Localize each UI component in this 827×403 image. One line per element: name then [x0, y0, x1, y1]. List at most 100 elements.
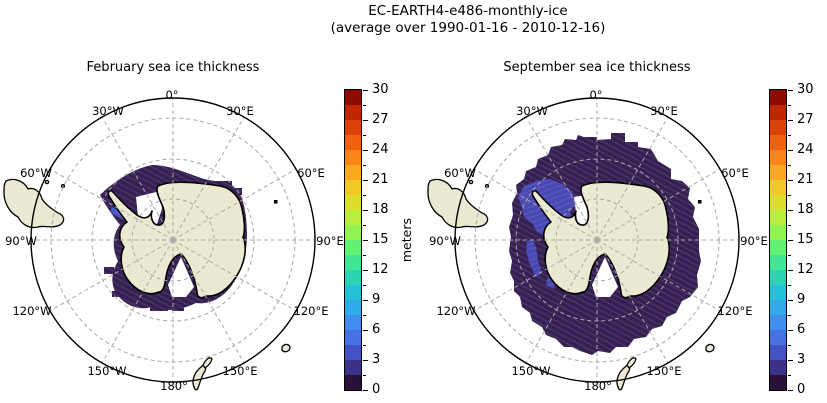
colorbar-minor-tick — [363, 344, 366, 346]
colorbar-unit-label: meters — [399, 217, 414, 263]
colorbar-major-tick — [363, 359, 368, 361]
colorbar-tick-label: 24 — [372, 142, 389, 157]
colorbar-band-4 — [770, 315, 786, 330]
colorbar-band-2 — [345, 345, 361, 360]
colorbar-major-tick — [788, 89, 793, 91]
colorbar-band-18 — [770, 105, 786, 120]
colorbar-major-tick — [363, 149, 368, 151]
colorbar-major-tick — [363, 119, 368, 121]
colorbar-minor-tick — [363, 194, 366, 196]
colorbar-band-15 — [345, 150, 361, 165]
colorbar-tick-label: 15 — [797, 232, 814, 247]
colorbar-tick-label: 0 — [797, 382, 806, 397]
kerguelen-island-dot — [698, 200, 702, 204]
lon-label-60w: 60°W — [20, 166, 52, 180]
colorbar-band-9 — [345, 240, 361, 255]
colorbar-major-tick — [788, 239, 793, 241]
lon-label-30e: 30°E — [226, 104, 254, 118]
colorbar-minor-tick — [788, 254, 791, 256]
colorbar-band-5 — [345, 300, 361, 315]
colorbar-tick-label: 27 — [372, 112, 389, 127]
colorbar-tick-label: 21 — [797, 172, 814, 187]
lon-label-90w: 90°W — [429, 234, 461, 248]
colorbar-band-11 — [345, 210, 361, 225]
lon-label-150e: 150°E — [647, 364, 682, 378]
colorbar-band-0 — [345, 375, 361, 390]
colorbar-band-10 — [770, 225, 786, 240]
longitude-labels: 0° 30°E 60°E 90°E 120°E 150°E 180° 150°W… — [5, 88, 344, 393]
colorbar-tick-label: 12 — [372, 262, 389, 277]
colorbar-tick-label: 15 — [372, 232, 389, 247]
colorbar-band-6 — [345, 285, 361, 300]
colorbar-band-7 — [345, 270, 361, 285]
september-colorbar: 30 27 24 21 18 15 12 9 6 3 0 meters — [769, 82, 827, 397]
colorbar-minor-tick — [788, 104, 791, 106]
colorbar-band-3 — [345, 330, 361, 345]
lon-label-120e: 120°E — [294, 304, 329, 318]
colorbar-band-2 — [770, 345, 786, 360]
colorbar-tick-label: 3 — [797, 352, 806, 367]
lon-label-150e: 150°E — [223, 364, 258, 378]
lon-label-30w: 30°W — [516, 104, 548, 118]
colorbar-band-8 — [770, 255, 786, 270]
colorbar-band-16 — [345, 135, 361, 150]
colorbar-major-tick — [788, 149, 793, 151]
lon-label-90e: 90°E — [740, 234, 768, 248]
colorbar-minor-tick — [788, 284, 791, 286]
colorbar-major-tick — [788, 329, 793, 331]
february-colorbar: 30 27 24 21 18 15 12 9 6 3 0 meters — [344, 82, 428, 397]
lon-label-150w: 150°W — [511, 364, 550, 378]
colorbar-minor-tick — [363, 134, 366, 136]
lon-label-120w: 120°W — [436, 304, 475, 318]
lon-label-150w: 150°W — [87, 364, 126, 378]
colorbar-band-17 — [770, 120, 786, 135]
colorbar-major-tick — [788, 389, 793, 391]
lon-label-90e: 90°E — [316, 234, 344, 248]
colorbar-major-tick — [363, 299, 368, 301]
colorbar-major-tick — [788, 209, 793, 211]
colorbar-band-13 — [770, 180, 786, 195]
small-island — [44, 179, 50, 185]
colorbar-tick-label: 21 — [372, 172, 389, 187]
lon-label-60e: 60°E — [297, 166, 325, 180]
colorbar-tick-label: 18 — [372, 202, 389, 217]
february-panel-title: February sea ice thickness — [86, 60, 260, 75]
colorbar-band-12 — [770, 195, 786, 210]
colorbar-band-6 — [770, 285, 786, 300]
colorbar-major-tick — [788, 359, 793, 361]
colorbar-band-12 — [345, 195, 361, 210]
lon-label-0: 0° — [589, 88, 602, 102]
colorbar-major-tick — [363, 389, 368, 391]
colorbar-minor-tick — [363, 284, 366, 286]
colorbar-major-tick — [363, 209, 368, 211]
colorbar-minor-tick — [363, 164, 366, 166]
map-boundary-circle — [30, 97, 316, 383]
colorbar-band-7 — [770, 270, 786, 285]
colorbar-major-tick — [363, 89, 368, 91]
lon-label-120w: 120°W — [12, 304, 51, 318]
september-panel-title: September sea ice thickness — [503, 60, 691, 75]
lon-label-120e: 120°E — [718, 304, 753, 318]
small-island — [468, 179, 474, 185]
lon-label-180: 180° — [584, 379, 612, 393]
colorbar-tick-label: 12 — [797, 262, 814, 277]
colorbar-minor-tick — [363, 314, 366, 316]
lon-label-60e: 60°E — [721, 166, 749, 180]
lon-label-60w: 60°W — [444, 166, 476, 180]
longitude-labels: 0° 30°E 60°E 90°E 120°E 150°E 180° 150°W… — [429, 88, 768, 393]
colorbar-tick-label: 3 — [372, 352, 381, 367]
colorbar-tick-label: 30 — [372, 82, 389, 97]
colorbar-band-8 — [345, 255, 361, 270]
colorbar-minor-tick — [788, 374, 791, 376]
colorbar-band-17 — [345, 120, 361, 135]
colorbar-tick-label: 0 — [372, 382, 381, 397]
small-island-150e — [705, 343, 715, 353]
colorbar-band-1 — [345, 360, 361, 375]
colorbar-major-tick — [788, 299, 793, 301]
lon-label-0: 0° — [165, 88, 178, 102]
colorbar-band-16 — [770, 135, 786, 150]
figure-title-line2: (average over 1990-01-16 - 2010-12-16) — [330, 20, 606, 36]
colorbar-tick-label: 30 — [797, 82, 814, 97]
lon-label-180: 180° — [160, 379, 188, 393]
